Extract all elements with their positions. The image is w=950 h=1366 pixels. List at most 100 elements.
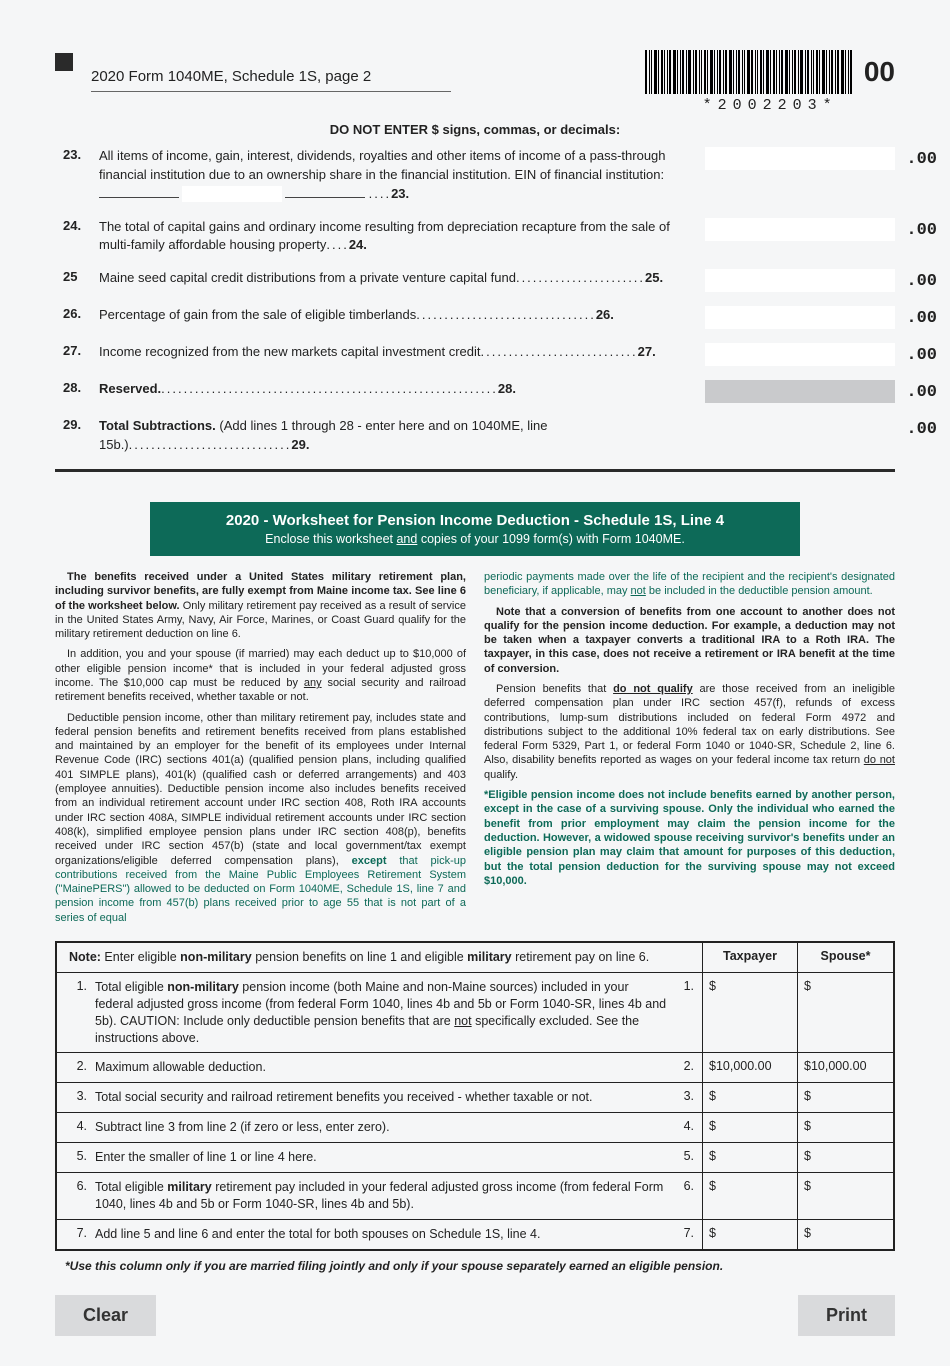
ws-spouse-cell[interactable]: $10,000.00 bbox=[798, 1053, 893, 1082]
ws-taxpayer-cell[interactable]: $ bbox=[703, 1143, 798, 1172]
amount-suffix: .00 bbox=[906, 346, 937, 365]
ws-taxpayer-cell[interactable]: $ bbox=[703, 1083, 798, 1112]
line-number: 26. bbox=[63, 306, 91, 321]
ws-spouse-cell[interactable]: $ bbox=[798, 1173, 893, 1219]
left-column: The benefits received under a United Sta… bbox=[55, 570, 466, 931]
ws-taxpayer-cell[interactable]: $ bbox=[703, 1173, 798, 1219]
no-signs-warning: DO NOT ENTER $ signs, commas, or decimal… bbox=[55, 122, 895, 137]
amount-input[interactable] bbox=[705, 269, 895, 292]
line-text: Reserved................................… bbox=[99, 380, 697, 399]
amount-suffix: .00 bbox=[906, 150, 937, 169]
instructions-columns: The benefits received under a United Sta… bbox=[55, 570, 895, 931]
line-number: 24. bbox=[63, 218, 91, 233]
ws-description: 6.Total eligible military retirement pay… bbox=[57, 1173, 703, 1219]
line-text: Percentage of gain from the sale of elig… bbox=[99, 306, 697, 325]
p-r1: periodic payments made over the life of … bbox=[484, 570, 895, 599]
line-26: 26. Percentage of gain from the sale of e… bbox=[63, 306, 895, 329]
banner-title: 2020 - Worksheet for Pension Income Dedu… bbox=[158, 512, 792, 529]
amount-suffix: .00 bbox=[906, 383, 937, 402]
amount-suffix: .00 bbox=[906, 221, 937, 240]
ws-description: 5.Enter the smaller of line 1 or line 4 … bbox=[57, 1143, 703, 1172]
line-number: 28. bbox=[63, 380, 91, 395]
clear-button[interactable]: Clear bbox=[55, 1295, 156, 1336]
line-number: 23. bbox=[63, 147, 91, 162]
ws-head-taxpayer: Taxpayer bbox=[703, 943, 798, 972]
schedule-lines: 23. All items of income, gain, interest, … bbox=[55, 147, 895, 455]
ws-head-spouse: Spouse* bbox=[798, 943, 893, 972]
ws-row: 3.Total social security and railroad ret… bbox=[57, 1083, 893, 1113]
ws-header-row: Note: Enter eligible non-military pensio… bbox=[57, 943, 893, 973]
ws-row: 2.Maximum allowable deduction.2.$10,000.… bbox=[57, 1053, 893, 1083]
p-l3: Deductible pension income, other than mi… bbox=[55, 711, 466, 925]
amount-cell: .00 bbox=[705, 218, 895, 241]
amount-cell: .00 bbox=[705, 269, 895, 292]
amount-cell: .00 bbox=[705, 306, 895, 329]
worksheet-table: Note: Enter eligible non-military pensio… bbox=[55, 941, 895, 1251]
line-number: 25 bbox=[63, 269, 91, 284]
line-24: 24. The total of capital gains and ordina… bbox=[63, 218, 895, 256]
header-left: 2020 Form 1040ME, Schedule 1S, page 2 bbox=[55, 50, 451, 92]
line-27: 27. Income recognized from the new market… bbox=[63, 343, 895, 366]
line-text: The total of capital gains and ordinary … bbox=[99, 218, 697, 256]
ws-description: 1.Total eligible non-military pension in… bbox=[57, 973, 703, 1053]
worksheet-banner: 2020 - Worksheet for Pension Income Dedu… bbox=[150, 502, 800, 556]
line-text: Income recognized from the new markets c… bbox=[99, 343, 697, 362]
p-r2: Note that a conversion of benefits from … bbox=[484, 605, 895, 676]
amount-input[interactable] bbox=[705, 306, 895, 329]
ws-row: 6.Total eligible military retirement pay… bbox=[57, 1173, 893, 1220]
p-r4: *Eligible pension income does not includ… bbox=[484, 788, 895, 888]
ws-taxpayer-cell[interactable]: $ bbox=[703, 1113, 798, 1142]
barcode-block: 00 *2002203* bbox=[645, 50, 895, 114]
banner-subtitle: Enclose this worksheet and copies of you… bbox=[158, 532, 792, 546]
barcode bbox=[645, 50, 854, 94]
amount-input[interactable] bbox=[705, 343, 895, 366]
ws-description: 2.Maximum allowable deduction.2. bbox=[57, 1053, 703, 1082]
ws-spouse-cell[interactable]: $ bbox=[798, 1220, 893, 1249]
amount-input[interactable] bbox=[705, 218, 895, 241]
amount-cell: .00 bbox=[705, 380, 895, 403]
line-29: 29. Total Subtractions. (Add lines 1 thro… bbox=[63, 417, 895, 455]
line-number: 27. bbox=[63, 343, 91, 358]
form-title: 2020 Form 1040ME, Schedule 1S, page 2 bbox=[91, 68, 451, 92]
ws-row: 7.Add line 5 and line 6 and enter the to… bbox=[57, 1220, 893, 1249]
line-number: 29. bbox=[63, 417, 91, 432]
ws-row: 4.Subtract line 3 from line 2 (if zero o… bbox=[57, 1113, 893, 1143]
amount-suffix: .00 bbox=[906, 309, 937, 328]
ws-spouse-cell[interactable]: $ bbox=[798, 1143, 893, 1172]
ws-taxpayer-cell[interactable]: $ bbox=[703, 1220, 798, 1249]
ws-row: 5.Enter the smaller of line 1 or line 4 … bbox=[57, 1143, 893, 1173]
ws-spouse-cell[interactable]: $ bbox=[798, 1113, 893, 1142]
marker-square bbox=[55, 53, 73, 71]
amount-cell: .00 bbox=[705, 147, 895, 170]
line-text: Maine seed capital credit distributions … bbox=[99, 269, 697, 288]
ws-spouse-cell[interactable]: $ bbox=[798, 1083, 893, 1112]
amount-cell: .00 bbox=[705, 343, 895, 366]
print-button[interactable]: Print bbox=[798, 1295, 895, 1336]
divider-rule bbox=[55, 469, 895, 472]
ein-input[interactable] bbox=[182, 186, 282, 202]
amount-suffix: .00 bbox=[906, 420, 937, 439]
ws-row: 1.Total eligible non-military pension in… bbox=[57, 973, 893, 1054]
header-row: 2020 Form 1040ME, Schedule 1S, page 2 00… bbox=[55, 50, 895, 114]
right-column: periodic payments made over the life of … bbox=[484, 570, 895, 931]
line-25: 25 Maine seed capital credit distribution… bbox=[63, 269, 895, 292]
ws-spouse-cell[interactable]: $ bbox=[798, 973, 893, 1053]
amount-input bbox=[705, 380, 895, 403]
ws-taxpayer-cell[interactable]: $10,000.00 bbox=[703, 1053, 798, 1082]
worksheet-footnote: *Use this column only if you are married… bbox=[55, 1259, 895, 1273]
page-suffix-00: 00 bbox=[864, 56, 895, 88]
line-text: All items of income, gain, interest, div… bbox=[99, 147, 697, 204]
ws-taxpayer-cell[interactable]: $ bbox=[703, 973, 798, 1053]
button-row: Clear Print bbox=[55, 1295, 895, 1336]
ws-description: 7.Add line 5 and line 6 and enter the to… bbox=[57, 1220, 703, 1249]
line-28: 28. Reserved.............................… bbox=[63, 380, 895, 403]
ws-description: 3.Total social security and railroad ret… bbox=[57, 1083, 703, 1112]
line-23: 23. All items of income, gain, interest, … bbox=[63, 147, 895, 204]
p-l2: In addition, you and your spouse (if mar… bbox=[55, 647, 466, 704]
amount-suffix: .00 bbox=[906, 272, 937, 291]
barcode-text: *2002203* bbox=[645, 97, 895, 114]
line-text: Total Subtractions. (Add lines 1 through… bbox=[99, 417, 697, 455]
amount-input[interactable] bbox=[705, 147, 895, 170]
p-r3: Pension benefits that do not qualify are… bbox=[484, 682, 895, 782]
ws-note-cell: Note: Enter eligible non-military pensio… bbox=[57, 943, 703, 972]
